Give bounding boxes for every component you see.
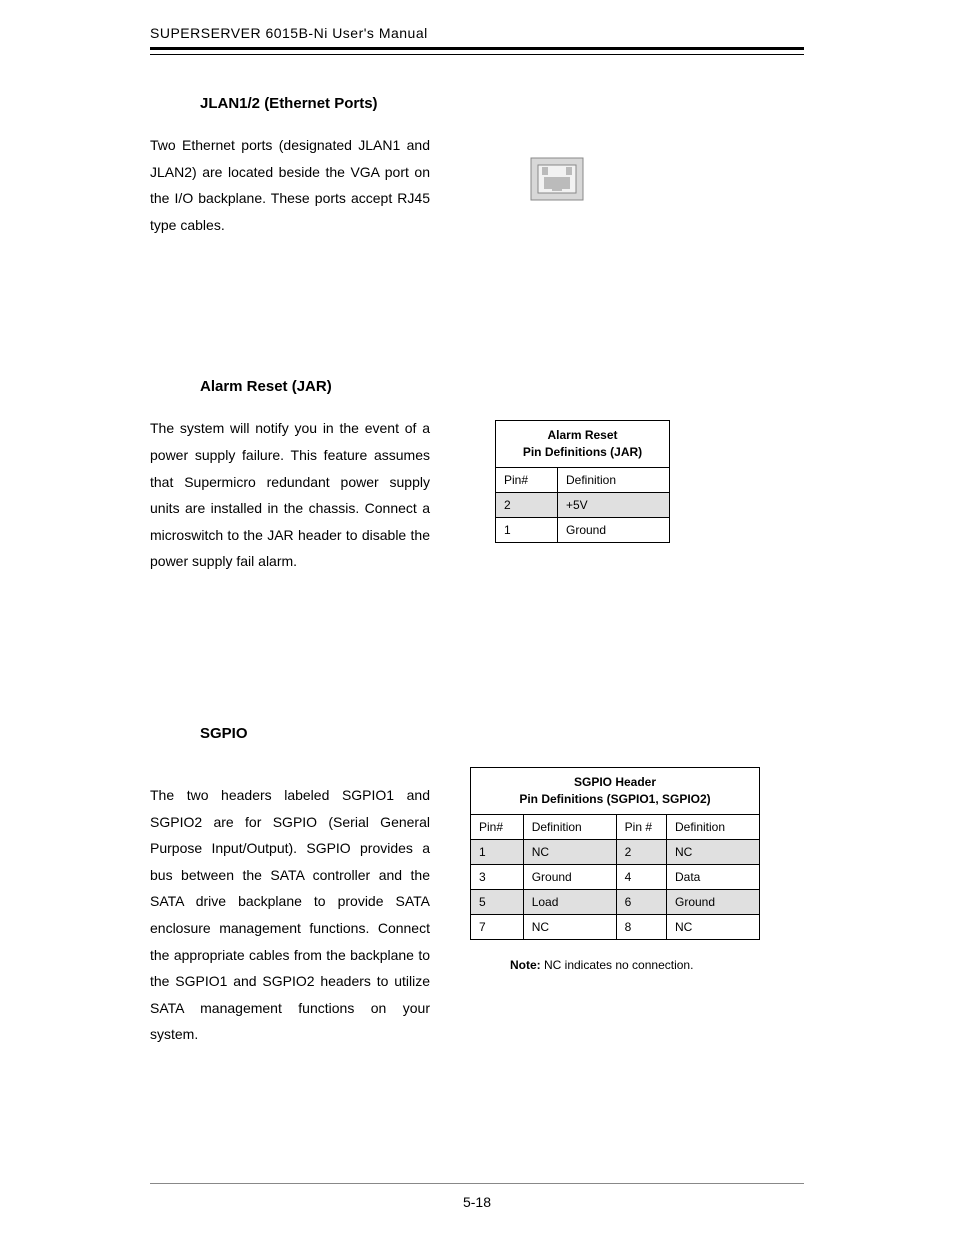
sgpio-table-title-l1: SGPIO Header bbox=[574, 775, 656, 789]
jar-heading: Alarm Reset (JAR) bbox=[200, 378, 804, 395]
table-row: 3Ground4Data bbox=[471, 864, 760, 889]
cell-def: +5V bbox=[558, 492, 670, 517]
sgpio-table-title-l2: Pin Definitions (SGPIO1, SGPIO2) bbox=[519, 792, 710, 806]
sgpio-col1: Pin# bbox=[471, 814, 524, 839]
table-row: 5Load6Ground bbox=[471, 889, 760, 914]
table-row: 2+5V bbox=[496, 492, 670, 517]
sgpio-right-col: SGPIO Header Pin Definitions (SGPIO1, SG… bbox=[470, 762, 804, 1048]
sgpio-note: Note: NC indicates no connection. bbox=[510, 958, 804, 972]
jar-body: The system will notify you in the event … bbox=[150, 415, 430, 575]
note-text: NC indicates no connection. bbox=[541, 958, 694, 972]
jar-table-title-l1: Alarm Reset bbox=[547, 428, 617, 442]
jar-table-wrap: Alarm Reset Pin Definitions (JAR) Pin# D… bbox=[470, 415, 804, 575]
cell-pin: 6 bbox=[616, 889, 666, 914]
cell-def: NC bbox=[667, 839, 760, 864]
jar-section: The system will notify you in the event … bbox=[150, 415, 804, 575]
table-row: 1Ground bbox=[496, 517, 670, 542]
cell-pin: 5 bbox=[471, 889, 524, 914]
sgpio-col4: Definition bbox=[667, 814, 760, 839]
page-number: 5-18 bbox=[150, 1183, 804, 1210]
jar-table-header-row: Pin# Definition bbox=[496, 467, 670, 492]
header-rule bbox=[150, 52, 804, 55]
sgpio-pin-table: SGPIO Header Pin Definitions (SGPIO1, SG… bbox=[470, 767, 760, 940]
jar-pin-table: Alarm Reset Pin Definitions (JAR) Pin# D… bbox=[495, 420, 670, 543]
sgpio-section: The two headers labeled SGPIO1 and SGPIO… bbox=[150, 762, 804, 1048]
cell-pin: 1 bbox=[496, 517, 558, 542]
jlan-section: Two Ethernet ports (designated JLAN1 and… bbox=[150, 132, 804, 238]
jar-col-pin: Pin# bbox=[496, 467, 558, 492]
sgpio-heading: SGPIO bbox=[200, 725, 804, 742]
cell-pin: 1 bbox=[471, 839, 524, 864]
sgpio-col3: Pin # bbox=[616, 814, 666, 839]
jlan-body: Two Ethernet ports (designated JLAN1 and… bbox=[150, 132, 430, 238]
sgpio-body: The two headers labeled SGPIO1 and SGPIO… bbox=[150, 782, 430, 1048]
cell-pin: 3 bbox=[471, 864, 524, 889]
cell-def: Ground bbox=[523, 864, 616, 889]
sgpio-table-header-row: Pin# Definition Pin # Definition bbox=[471, 814, 760, 839]
cell-def: NC bbox=[523, 839, 616, 864]
note-label: Note: bbox=[510, 958, 541, 972]
manual-page: SUPERSERVER 6015B-Ni User's Manual JLAN1… bbox=[0, 0, 954, 1235]
cell-pin: 2 bbox=[496, 492, 558, 517]
cell-def: Data bbox=[667, 864, 760, 889]
rj45-figure bbox=[470, 132, 804, 238]
table-row: 7NC8NC bbox=[471, 914, 760, 939]
jlan-heading: JLAN1/2 (Ethernet Ports) bbox=[200, 95, 804, 112]
jar-table-title-l2: Pin Definitions (JAR) bbox=[523, 445, 642, 459]
jar-col-def: Definition bbox=[558, 467, 670, 492]
cell-def: Ground bbox=[558, 517, 670, 542]
cell-def: Ground bbox=[667, 889, 760, 914]
cell-def: Load bbox=[523, 889, 616, 914]
cell-pin: 7 bbox=[471, 914, 524, 939]
cell-pin: 4 bbox=[616, 864, 666, 889]
table-row: 1NC2NC bbox=[471, 839, 760, 864]
header-text: SUPERSERVER 6015B-Ni User's Manual bbox=[150, 25, 428, 41]
page-header: SUPERSERVER 6015B-Ni User's Manual bbox=[150, 25, 804, 50]
cell-pin: 8 bbox=[616, 914, 666, 939]
cell-def: NC bbox=[667, 914, 760, 939]
jar-table-title: Alarm Reset Pin Definitions (JAR) bbox=[496, 421, 670, 468]
cell-pin: 2 bbox=[616, 839, 666, 864]
rj45-port-icon bbox=[530, 157, 584, 201]
sgpio-table-title: SGPIO Header Pin Definitions (SGPIO1, SG… bbox=[471, 767, 760, 814]
sgpio-col2: Definition bbox=[523, 814, 616, 839]
cell-def: NC bbox=[523, 914, 616, 939]
